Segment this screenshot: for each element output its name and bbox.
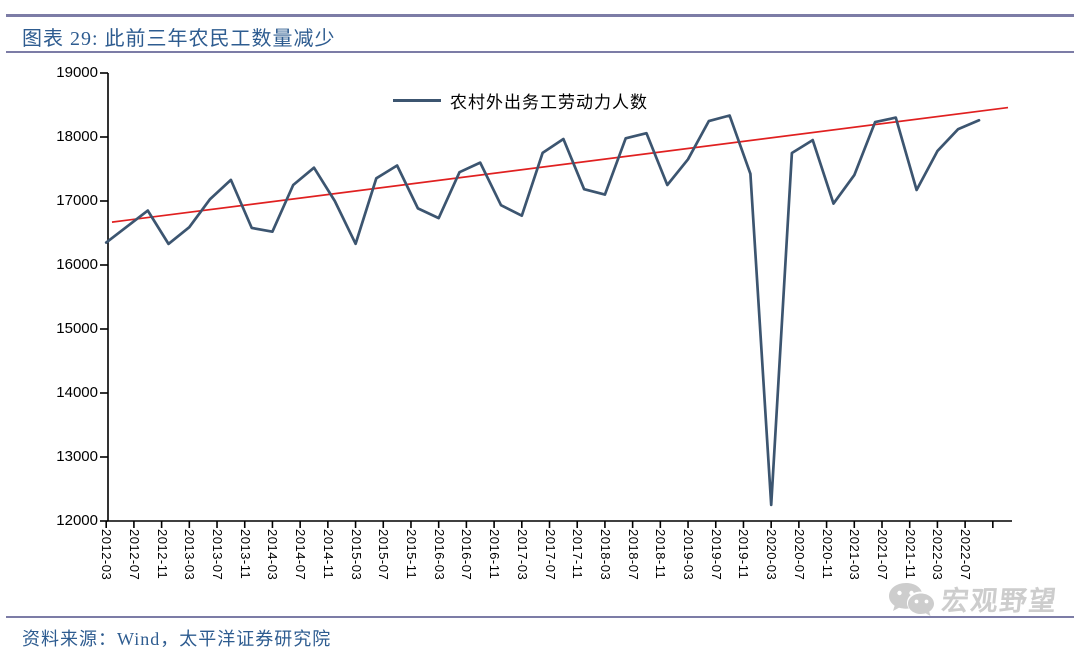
- legend-line-sample: [393, 99, 441, 102]
- x-axis-tick-label: 2019-03: [681, 529, 697, 581]
- y-axis-tick-label: 14000: [56, 384, 98, 401]
- x-axis-tick-label: 2016-07: [459, 529, 475, 581]
- y-axis-tick-label: 13000: [56, 448, 98, 465]
- chart-title: 图表 29: 此前三年农民工数量减少: [22, 28, 336, 50]
- x-axis-tick-label: 2012-07: [126, 529, 142, 581]
- y-axis-tick-label: 17000: [56, 192, 98, 209]
- x-axis-tick-label: 2013-11: [237, 529, 253, 580]
- x-axis-tick-label: 2019-11: [736, 529, 752, 580]
- x-axis-tick-label: 2020-03: [764, 529, 780, 581]
- x-axis-tick-label: 2016-03: [431, 529, 447, 581]
- x-axis-tick-label: 2014-03: [265, 529, 281, 581]
- x-axis-tick-label: 2015-07: [376, 529, 392, 581]
- x-axis-tick-label: 2018-03: [597, 529, 613, 581]
- bottom-rule: [6, 616, 1074, 618]
- x-axis-tick-label: 2022-07: [958, 529, 974, 581]
- watermark: 宏观野望: [886, 579, 1060, 618]
- title-divider-rule: [6, 51, 1074, 53]
- top-rule: [6, 14, 1074, 17]
- x-axis-tick-label: 2013-03: [182, 529, 198, 581]
- data-source: 资料来源：Wind，太平洋证券研究院: [22, 629, 332, 649]
- x-axis-tick-label: 2020-11: [819, 529, 835, 580]
- x-axis-tick-label: 2020-07: [791, 529, 807, 581]
- trend-line: [111, 106, 1009, 223]
- legend: 农村外出务工劳动力人数: [393, 88, 648, 113]
- x-axis-tick-label: 2019-07: [708, 529, 724, 581]
- data-series-line: [104, 114, 981, 507]
- y-axis-tick-label: 19000: [56, 64, 98, 81]
- x-axis-tick-label: 2022-03: [930, 529, 946, 581]
- watermark-text: 宏观野望: [940, 586, 1060, 616]
- x-axis-tick-label: 2021-03: [847, 529, 863, 581]
- x-axis-tick-label: 2017-11: [570, 529, 586, 580]
- y-axis-tick-label: 12000: [56, 512, 98, 529]
- x-axis-tick-label: 2021-07: [874, 529, 890, 581]
- x-axis-tick-label: 2021-11: [902, 529, 918, 580]
- x-axis-tick-label: 2014-11: [320, 529, 336, 580]
- y-axis-tick-label: 16000: [56, 256, 98, 273]
- x-axis-tick-label: 2015-03: [348, 529, 364, 581]
- y-axis-tick-label: 15000: [56, 320, 98, 337]
- x-axis-tick-label: 2012-03: [99, 529, 115, 581]
- x-axis-tick-label: 2016-11: [487, 529, 503, 580]
- x-axis-tick-label: 2018-11: [653, 529, 669, 580]
- x-axis-tick-label: 2012-11: [154, 529, 170, 580]
- x-axis-tick-label: 2013-07: [210, 529, 226, 581]
- x-axis-tick-label: 2015-11: [403, 529, 419, 580]
- x-axis-tick-label: 2018-07: [625, 529, 641, 581]
- x-axis-tick-label: 2017-03: [514, 529, 530, 581]
- legend-series-label: 农村外出务工劳动力人数: [450, 93, 648, 112]
- y-axis-tick-label: 18000: [56, 128, 98, 145]
- x-axis-tick-label: 2014-07: [293, 529, 309, 581]
- wechat-icon: [889, 582, 934, 616]
- x-axis-tick-label: 2017-07: [542, 529, 558, 581]
